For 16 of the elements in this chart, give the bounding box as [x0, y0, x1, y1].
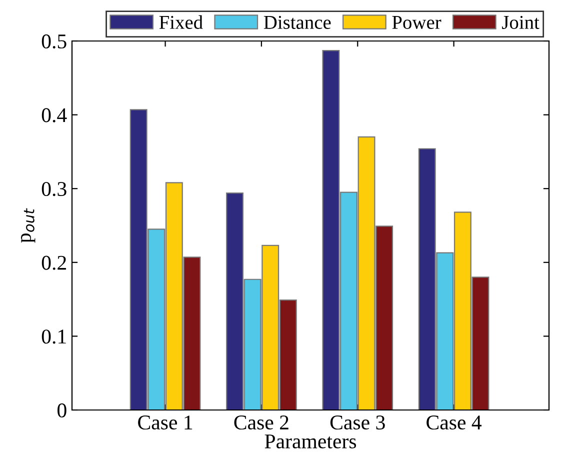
- legend-label: Power: [392, 16, 442, 29]
- x-tick-label: Case 3: [330, 416, 385, 430]
- x-tick-label: Case 2: [234, 416, 288, 430]
- legend-label: Distance: [264, 16, 331, 29]
- y-tick-label: 0.5: [42, 34, 66, 49]
- legend-label: Joint: [502, 16, 540, 29]
- y-axis-title: p$_{out}$: [20, 208, 36, 243]
- x-tick-label: Case 4: [426, 416, 482, 430]
- y-tick-label: 0.1: [42, 330, 66, 344]
- x-axis-title: Parameters: [264, 434, 356, 448]
- y-tick-label: 0.2: [42, 256, 66, 270]
- y-tick-label: 0.3: [42, 182, 66, 196]
- legend-label: Fixed: [159, 15, 203, 29]
- y-tick-label: 0.4: [42, 108, 67, 122]
- y-tick-label: 0: [58, 403, 66, 418]
- x-tick-label: Case 1: [138, 416, 192, 430]
